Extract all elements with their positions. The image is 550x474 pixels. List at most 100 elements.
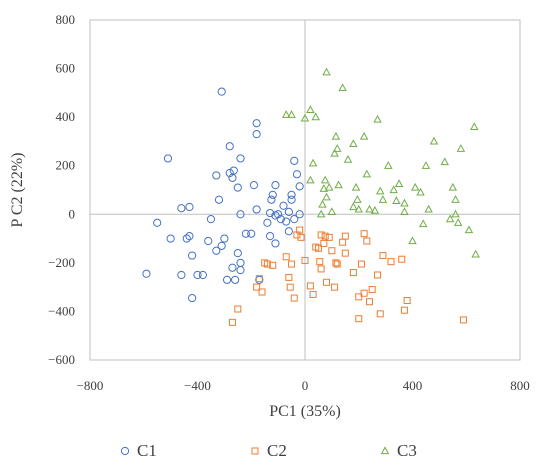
data-point-c3 (331, 131, 341, 140)
legend-label-c1: C1 (137, 441, 157, 460)
data-point-c2 (357, 260, 365, 268)
data-point-c3 (349, 202, 358, 211)
y-tick-label: 0 (69, 206, 76, 221)
data-point-c3 (318, 199, 327, 208)
data-point-c3 (349, 139, 358, 147)
data-point-c1 (271, 181, 280, 190)
data-point-c1 (284, 207, 293, 216)
y-tick-label: 200 (56, 158, 76, 173)
data-point-c2 (341, 232, 349, 240)
data-point-c1 (290, 156, 299, 165)
data-point-c1 (295, 210, 304, 219)
data-point-c3 (394, 179, 404, 188)
data-point-c3 (311, 112, 320, 121)
data-point-c3 (453, 218, 463, 226)
data-point-c2 (374, 271, 382, 279)
data-point-c3 (448, 182, 458, 191)
data-point-c1 (188, 251, 197, 260)
data-point-c3 (322, 192, 331, 201)
legend-item-c3: C3 (380, 441, 417, 460)
data-point-c2 (317, 265, 325, 273)
data-point-c3 (287, 110, 296, 118)
data-point-c1 (279, 201, 288, 210)
data-point-c1 (252, 205, 261, 214)
data-point-c3 (330, 148, 339, 157)
y-tick-label: 600 (56, 61, 76, 76)
data-point-c2 (258, 288, 266, 296)
data-point-c1 (217, 241, 226, 250)
y-tick-label: −200 (48, 255, 75, 270)
data-point-c1 (241, 229, 250, 238)
x-tick-label: 0 (302, 378, 309, 393)
data-point-c2 (290, 294, 298, 302)
data-point-c1 (290, 215, 299, 224)
data-point-c1 (267, 195, 276, 204)
data-point-c1 (287, 190, 296, 199)
data-point-c3 (373, 114, 382, 123)
data-point-c1 (188, 293, 197, 303)
legend-label-c3: C3 (397, 441, 417, 460)
data-point-c2 (366, 298, 373, 306)
data-point-c1 (284, 227, 293, 236)
data-point-c1 (177, 270, 186, 280)
data-point-c2 (317, 231, 325, 239)
data-point-c2 (355, 315, 363, 323)
data-point-c3 (464, 225, 474, 234)
data-point-c1 (220, 234, 229, 243)
data-point-c1 (185, 232, 194, 241)
data-point-c2 (360, 289, 368, 297)
data-point-c3 (351, 182, 361, 191)
data-point-c2 (332, 259, 340, 267)
y-tick-label: −600 (48, 352, 75, 367)
data-point-c3 (353, 195, 362, 203)
data-point-c3 (316, 209, 326, 218)
data-point-c3 (445, 214, 455, 223)
data-point-c2 (363, 237, 371, 245)
data-point-c3 (322, 67, 331, 76)
data-point-c1 (271, 239, 280, 248)
legend-item-c1: C1 (120, 441, 157, 460)
data-point-c3 (471, 249, 480, 258)
data-point-c1 (198, 270, 207, 280)
data-point-c1 (229, 166, 238, 175)
x-tick-label: −400 (184, 378, 211, 393)
data-point-c1 (166, 234, 175, 243)
data-point-c2 (255, 275, 263, 283)
data-point-c1 (231, 275, 240, 284)
data-point-c1 (265, 208, 275, 218)
x-axis-title: PC1 (35%) (269, 403, 341, 420)
data-point-c2 (309, 290, 317, 298)
data-point-c1 (206, 215, 216, 224)
data-point-c1 (225, 142, 234, 151)
x-tick-label: −800 (77, 378, 104, 393)
data-point-c3 (392, 196, 401, 205)
data-point-c3 (319, 184, 329, 192)
data-point-c1 (247, 229, 256, 238)
data-point-c3 (451, 209, 460, 218)
data-point-c3 (338, 83, 347, 92)
data-point-c2 (316, 258, 324, 266)
data-point-c1 (276, 215, 285, 224)
data-point-c3 (376, 186, 385, 195)
data-point-c2 (263, 260, 271, 268)
data-point-c2 (306, 282, 314, 290)
data-point-c2 (253, 283, 261, 291)
data-point-c2 (368, 286, 376, 294)
data-point-c1 (274, 210, 283, 219)
data-point-c3 (400, 207, 409, 215)
data-point-c1 (287, 195, 296, 204)
data-point-c1 (212, 171, 221, 180)
data-point-c1 (217, 87, 226, 96)
legend-marker-c2 (251, 447, 259, 455)
data-point-c1 (222, 275, 232, 284)
data-point-c3 (384, 161, 393, 169)
data-point-c1 (163, 154, 173, 163)
data-point-c1 (292, 170, 302, 179)
data-point-c1 (233, 249, 242, 258)
legend-item-c2: C2 (251, 441, 287, 460)
data-point-c2 (341, 249, 349, 257)
y-tick-label: 400 (56, 109, 76, 124)
data-point-c3 (421, 161, 431, 169)
data-point-c1 (252, 130, 261, 139)
